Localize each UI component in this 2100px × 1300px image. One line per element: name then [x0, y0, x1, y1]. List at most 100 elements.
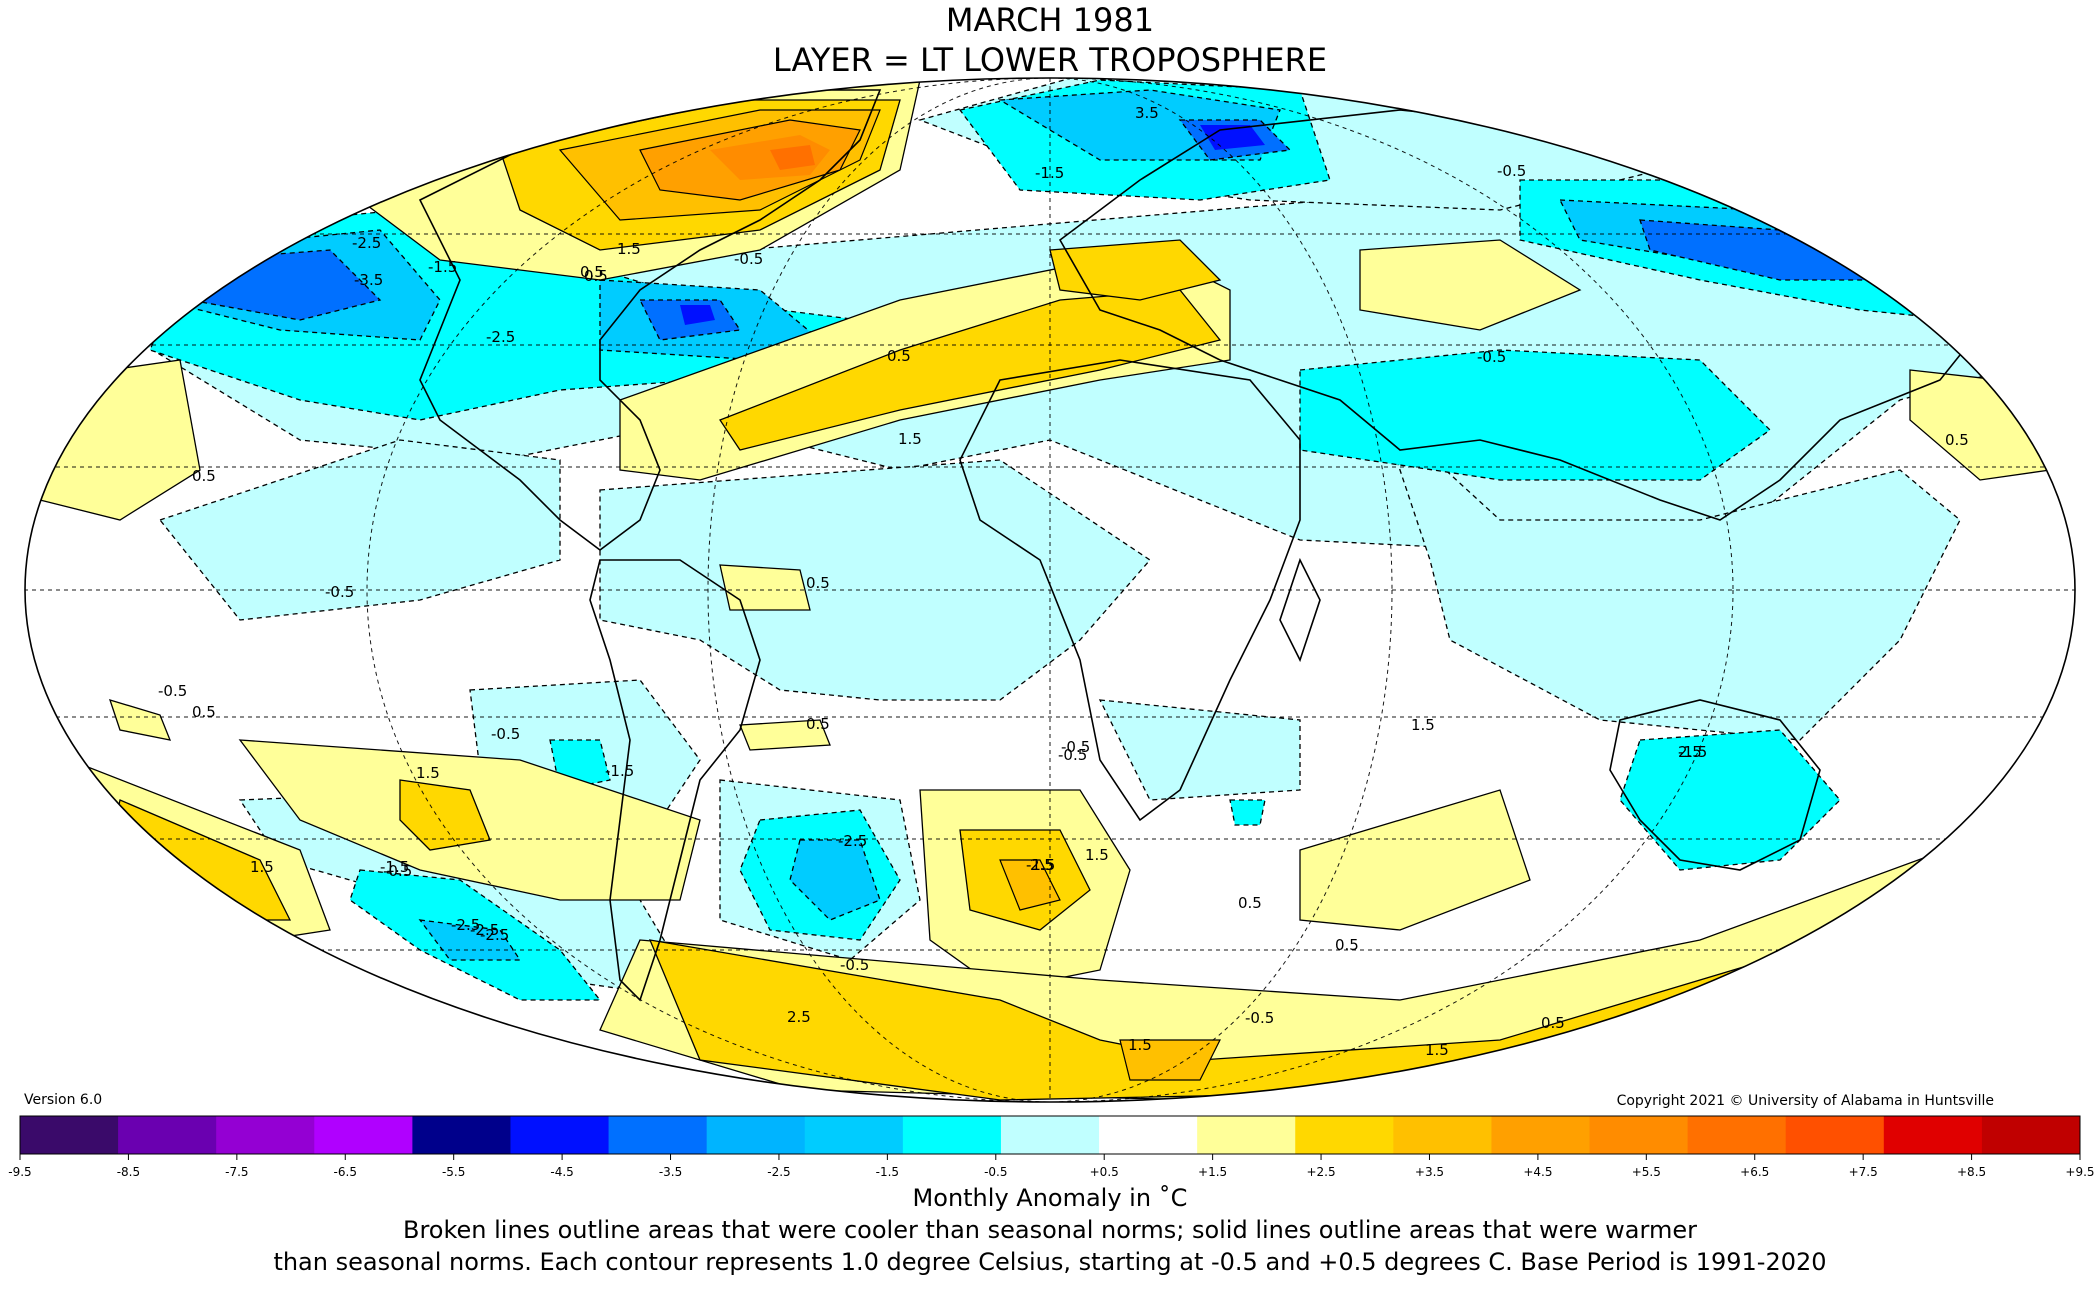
- colorbar-swatch: [20, 1116, 119, 1154]
- contour-label: -0.5: [1061, 738, 1090, 756]
- contour-label: -0.5: [491, 725, 520, 743]
- colorbar-swatch: [510, 1116, 610, 1154]
- contour-label: 0.5: [1238, 894, 1262, 912]
- contour-label: -2.5: [451, 916, 480, 934]
- colorbar-swatch: [314, 1116, 413, 1154]
- contour-label: -1.5: [1026, 856, 1055, 874]
- darkest-blue-regions: [680, 125, 1265, 325]
- contour-label: -1.5: [380, 858, 409, 876]
- colorbar-swatch: [1687, 1116, 1787, 1154]
- colorbar-tick-label: +2.5: [1306, 1165, 1335, 1179]
- contour-label: -0.5: [158, 682, 187, 700]
- colorbar-swatch: [1295, 1116, 1394, 1154]
- contour-label: 1.5: [617, 240, 641, 258]
- madagascar-outline: [1279, 557, 1321, 663]
- colorbar-swatch: [1099, 1116, 1198, 1154]
- contour-label: -2.5: [352, 234, 381, 252]
- colorbar-tick-label: +3.5: [1415, 1165, 1444, 1179]
- colorbar-tick-label: -4.5: [550, 1165, 573, 1179]
- contour-label: -0.5: [734, 250, 763, 268]
- anomaly-map: 3.5-1.5 -0.50.5-2.5-3.5-1.51.50.5-0.5-2.5…: [24, 77, 2076, 1103]
- contour-label: 0.5: [584, 267, 608, 285]
- contour-label: -0.5: [325, 583, 354, 601]
- colorbar-tick-label: -6.5: [334, 1165, 357, 1179]
- contour-label: 0.5: [1541, 1014, 1565, 1032]
- contour-label: -0.5: [383, 862, 412, 880]
- colorbar-tick-label: +6.5: [1740, 1165, 1769, 1179]
- colorbar-swatch: [412, 1116, 511, 1154]
- colorbar-swatch: [1000, 1116, 1100, 1154]
- contour-label: 1.5: [250, 858, 274, 876]
- colorbar-tick-label: +8.5: [1957, 1165, 1986, 1179]
- contour-label: 2.5: [1030, 856, 1054, 874]
- contour-label: -2.5: [470, 921, 499, 939]
- colorbar-swatch: [706, 1116, 806, 1154]
- contour-label: -1.5: [428, 258, 457, 276]
- contour-label: -2.5: [480, 926, 509, 944]
- contour-label: -1.5: [1678, 743, 1707, 761]
- graticule: [25, 78, 2075, 1102]
- colorbar-tick-label: -2.5: [767, 1165, 790, 1179]
- colorbar-swatch: [1197, 1116, 1296, 1154]
- colorbar-swatch: [902, 1116, 1002, 1154]
- contour-label: 1.5: [898, 430, 922, 448]
- colorbar-border: [19, 1115, 2081, 1155]
- colorbar: -9.5 -8.5 -7.5 -6.5 -5.5 -4.5 -3.5 -2.5 -1.5 -0.5…: [8, 1115, 2095, 1179]
- contour-label: -3.5: [354, 271, 383, 289]
- colorbar-swatch: [118, 1116, 217, 1154]
- contour-labels: 3.5-1.5 -0.50.5-2.5-3.5-1.51.50.5-0.5-2.5…: [158, 104, 1969, 1059]
- colorbar-tick-label: -1.5: [876, 1165, 899, 1179]
- contour-label: 0.5: [806, 574, 830, 592]
- south-america-outline: [589, 559, 761, 1002]
- colorbar-tick-label: -0.5: [984, 1165, 1007, 1179]
- colorbar-tick-label: +7.5: [1849, 1165, 1878, 1179]
- colorbar-swatch: [1785, 1116, 1885, 1154]
- contour-label: 1.5: [1411, 716, 1435, 734]
- contour-label: 1.5: [1128, 1036, 1152, 1054]
- colorbar-swatch: [1491, 1116, 1591, 1154]
- colorbar-tick-label: +5.5: [1632, 1165, 1661, 1179]
- africa-outline: [959, 359, 1301, 822]
- contour-label: 2.5: [1678, 743, 1702, 761]
- contour-label: 2.5: [787, 1008, 811, 1026]
- contour-label: -2.5: [486, 328, 515, 346]
- contour-label: -0.5: [1497, 162, 1526, 180]
- contour-label: -0.5: [1058, 746, 1087, 764]
- colorbar-swatch: [1981, 1116, 2081, 1154]
- contour-label: 0.5: [1335, 936, 1359, 954]
- colorbar-tick-label: -3.5: [659, 1165, 682, 1179]
- colorbar-tick-label: +0.5: [1090, 1165, 1119, 1179]
- colorbar-swatch: [216, 1116, 315, 1154]
- contour-label: 1.5: [416, 764, 440, 782]
- colorbar-tick-label: +9.5: [2065, 1165, 2094, 1179]
- colorbar-tick-label: +4.5: [1523, 1165, 1552, 1179]
- caption: Broken lines outline areas that were coo…: [0, 1214, 2100, 1278]
- colorbar-swatch: [804, 1116, 904, 1154]
- colorbar-tick-label: +1.5: [1198, 1165, 1227, 1179]
- colorbar-tick-label: -8.5: [117, 1165, 140, 1179]
- colorbar-swatch: [1589, 1116, 1689, 1154]
- contour-label: -1.5: [605, 762, 634, 780]
- colorbar-swatch: [1883, 1116, 1983, 1154]
- contour-label: 0.5: [806, 715, 830, 733]
- contour-label: 0.5: [1945, 431, 1969, 449]
- contour-label: 1.5: [1425, 1041, 1449, 1059]
- caption-line-2: than seasonal norms. Each contour repres…: [273, 1248, 1827, 1276]
- contour-label: 3.5: [1135, 104, 1159, 122]
- colorbar-tick-label: -9.5: [8, 1165, 31, 1179]
- colorbar-swatch: [608, 1116, 708, 1154]
- contour-label: 0.5: [192, 467, 216, 485]
- contour-label: 0.5: [192, 703, 216, 721]
- map-title: MARCH 1981: [945, 1, 1155, 39]
- colorbar-swatch: [1393, 1116, 1492, 1154]
- layer-subtitle: LAYER = LT LOWER TROPOSPHERE: [772, 41, 1328, 79]
- globe-outline: [24, 77, 2076, 1103]
- colorbar-unit-label: Monthly Anomaly in ˚C: [912, 1184, 1188, 1212]
- contour-label: -0.5: [1477, 348, 1506, 366]
- caption-line-1: Broken lines outline areas that were coo…: [403, 1216, 1697, 1244]
- colorbar-tick-label: -7.5: [225, 1165, 248, 1179]
- version-label: Version 6.0: [24, 1092, 103, 1108]
- australia-outline: [1609, 699, 1821, 871]
- contour-label: 0.5: [580, 263, 604, 281]
- deep-orange-regions: [770, 145, 815, 170]
